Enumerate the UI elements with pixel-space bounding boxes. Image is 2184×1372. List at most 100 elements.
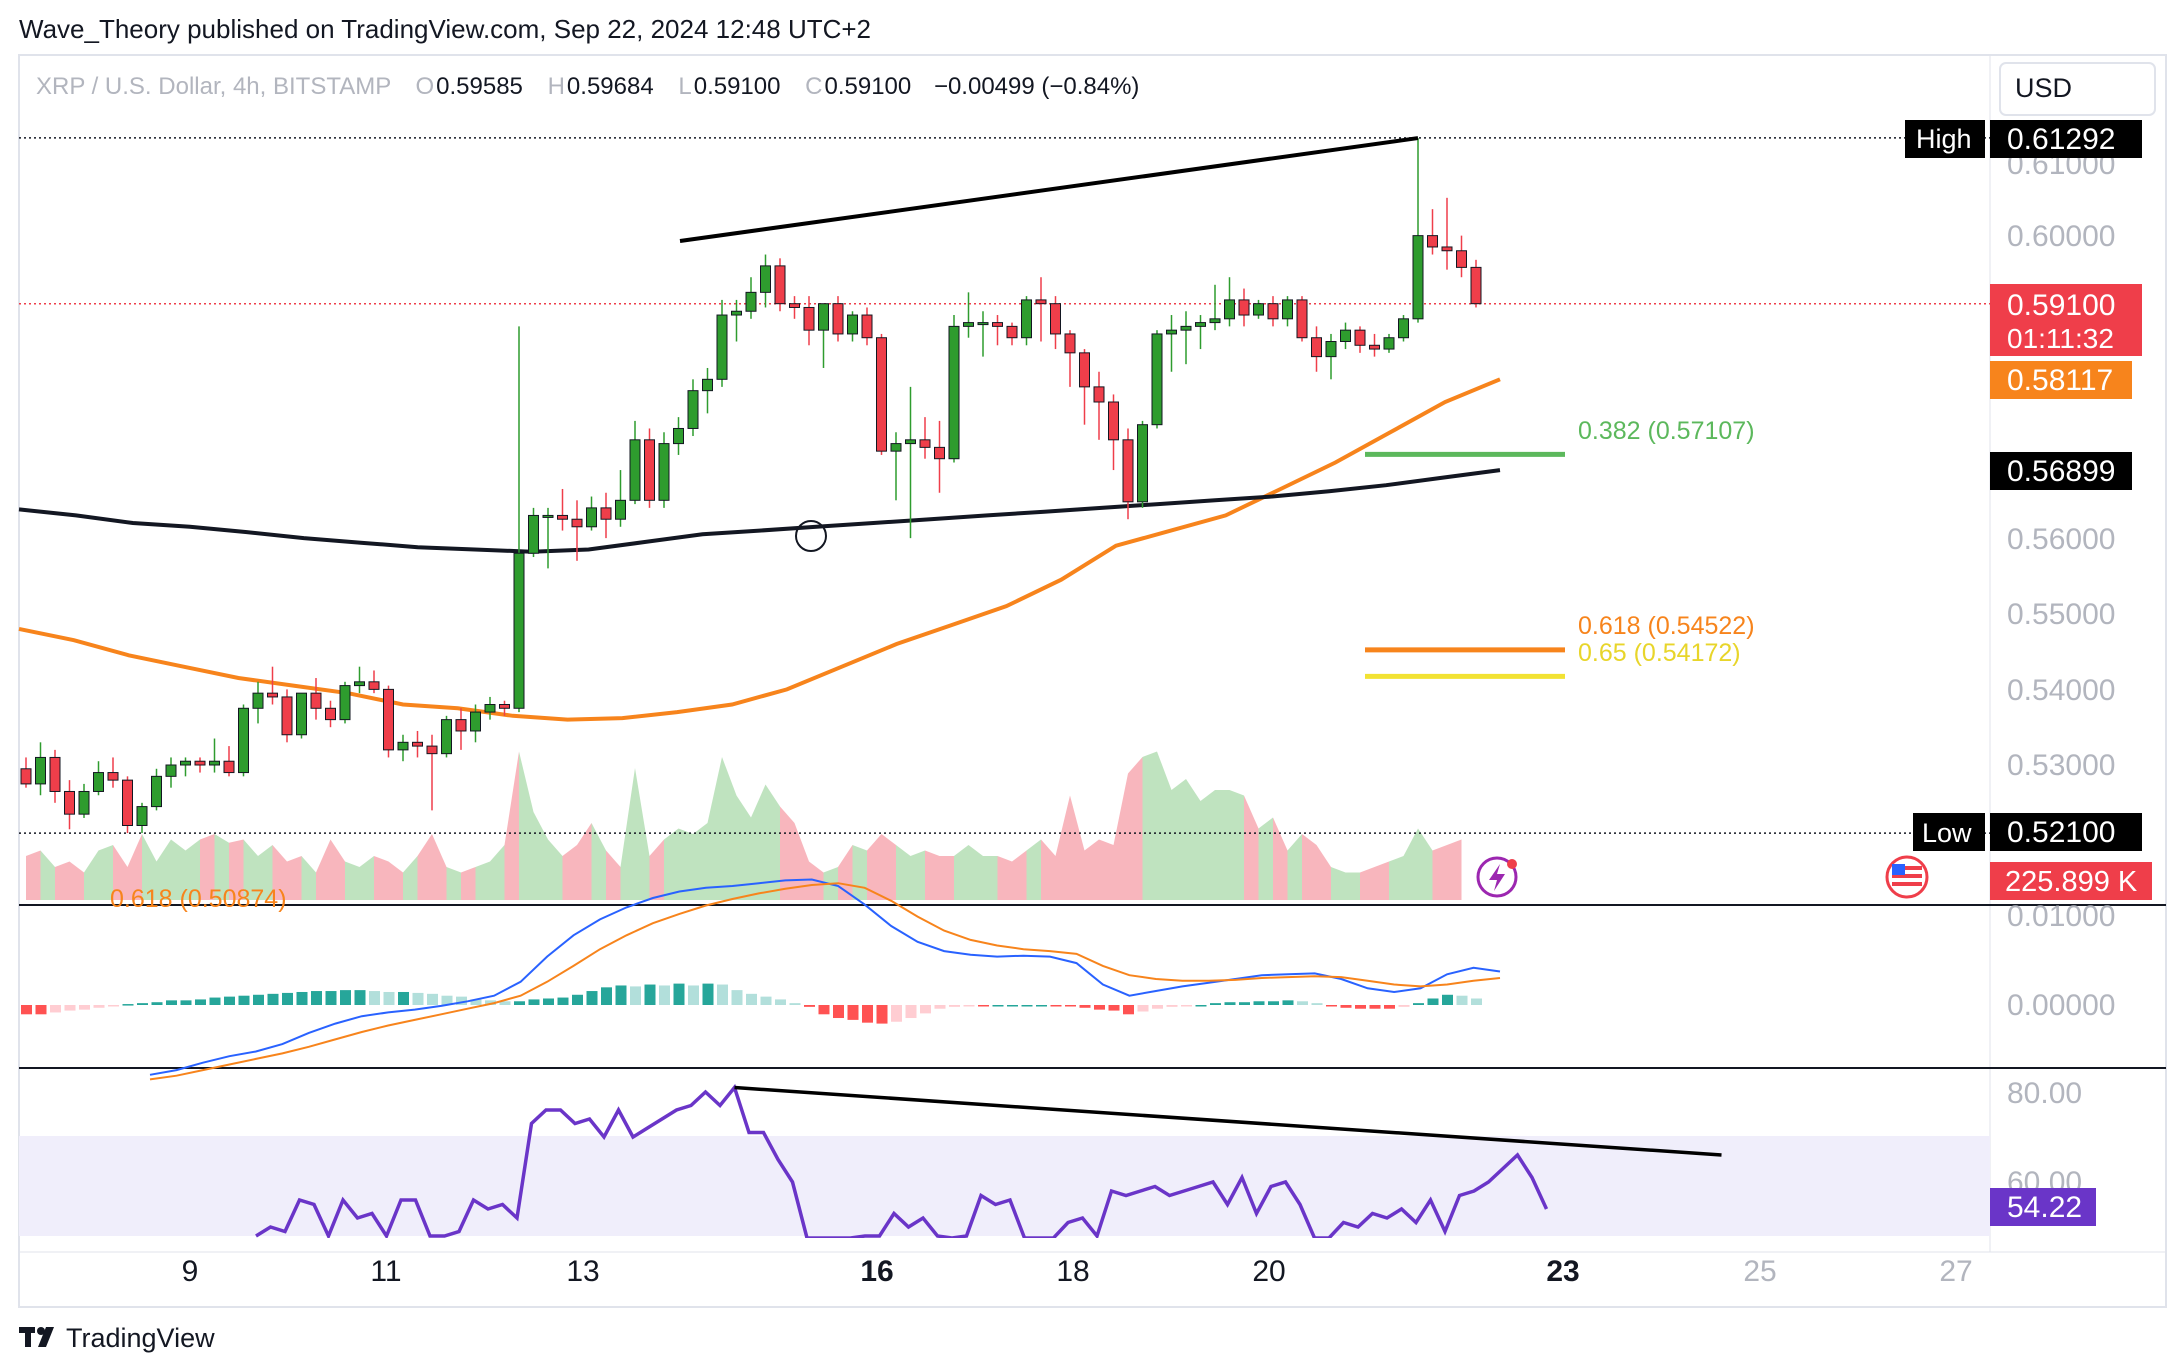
candle-body [1050,303,1061,335]
us-flag-event-icon[interactable] [1885,855,1929,899]
macd-histogram-bar [499,1001,511,1005]
volume-segment [1142,751,1157,900]
candle-body [339,685,351,721]
volume-segment [1287,834,1302,900]
macd-histogram-bar [180,1000,192,1005]
volume-segment [1447,839,1462,900]
candle-body [934,446,945,460]
macd-histogram-bar [485,1000,496,1005]
macd-histogram-bar [847,1005,859,1020]
currency-button[interactable]: USD [1999,62,2156,116]
volume-segment [432,834,447,900]
macd-histogram-bar [398,991,409,1005]
candle-body [252,692,264,709]
crossover-circle-marker [795,520,827,552]
candle-body [658,443,670,501]
volume-segment [272,845,287,900]
candle-body [702,378,713,392]
candle-body [238,707,249,774]
tradingview-logo[interactable]: TradingView [19,1323,215,1353]
volume-segment [504,751,519,900]
volume-segment [968,845,983,900]
macd-histogram-bar [441,995,453,1005]
macd-histogram-bar [1456,995,1468,1005]
candle-body [426,745,438,755]
volume-segment [403,856,418,900]
candle-body [832,303,844,335]
volume-segment [490,845,505,900]
volume-segment [1026,839,1041,900]
volume-segment [1302,834,1317,900]
macd-axis[interactable]: 0.01000 0.00000 [2007,900,2115,1022]
macd-tick: 0.00000 [2007,989,2115,1022]
candle-body [513,552,525,709]
candle-body [93,772,104,792]
sma-badge-value: 0.56899 [2007,455,2115,488]
volume-segment [84,850,99,900]
volume-segment [707,757,722,900]
symbol-label[interactable]: XRP / U.S. Dollar, 4h, BITSTAMP [36,73,391,100]
low-badge-label: Low [1922,818,1972,848]
rsi-axis[interactable]: 80.00 60.00 [2007,1077,2082,1199]
volume-segment [1171,779,1186,900]
volume-segment [69,861,84,900]
low-value: 0.59100 [694,73,781,100]
volume-segment [1012,850,1027,900]
volume-segment [562,845,577,900]
volume-segment [896,845,911,900]
volume-segment [229,839,244,900]
macd-histogram-bar [79,1005,90,1010]
lightning-event-icon[interactable] [1476,856,1518,898]
candle-body [557,514,568,520]
macd-histogram-bar [514,1001,525,1005]
rsi-tick: 80.00 [2007,1077,2082,1110]
volume-segment [1316,845,1331,900]
low-badge: Low 0.52100 [1913,813,2142,851]
volume-segment [98,845,113,900]
candles[interactable] [20,138,1482,834]
candle-body [368,681,380,690]
candle-body [847,314,858,335]
ohlc-legend: XRP / U.S. Dollar, 4h, BITSTAMP O0.59585… [36,73,1139,100]
candle-body [1456,250,1467,268]
candle-body [774,265,786,305]
volume-segment [1345,872,1360,900]
candle-body [745,291,757,312]
candle-body [1064,333,1076,354]
volume-segment [475,861,490,900]
volume-segment [127,834,142,900]
price-axis[interactable]: 0.61000 0.60000 0.56000 0.55000 0.54000 … [2007,148,2115,782]
candle-body [383,688,394,751]
macd-histogram-bar [50,1005,61,1013]
macd-histogram-bar [1369,1005,1381,1009]
macd-histogram-bar [1210,1003,1221,1005]
macd-histogram-bar [572,994,583,1005]
candle-body [600,507,612,520]
volume-segment [1360,867,1375,900]
candle-body [1383,337,1395,350]
price-tick: 0.60000 [2007,220,2115,253]
macd-histogram-bar [949,1005,960,1007]
candle-body [267,692,278,698]
volume-segment [780,806,795,900]
time-axis[interactable]: 9 11 13 16 18 20 23 25 27 [182,1255,1973,1288]
macd-histogram-bar [1384,1005,1395,1009]
candle-body [412,741,423,747]
rsi-overbought-band [19,1136,1990,1236]
candle-body [1166,329,1177,335]
volume-segment [1403,828,1418,900]
volume-area [26,751,1462,900]
volume-segment [867,834,882,900]
macd-histogram-bar [195,999,206,1005]
volume-segment [1389,856,1404,900]
volume-segment [939,856,954,900]
candle-body [1340,329,1351,342]
macd-histogram-bar [1007,1005,1018,1007]
volume-segment [591,823,606,900]
candle-body [1282,299,1293,320]
volume-segment [243,839,258,900]
time-tick: 11 [370,1255,401,1288]
macd-histogram-bar [1036,1005,1047,1007]
volume-segment [983,856,998,900]
